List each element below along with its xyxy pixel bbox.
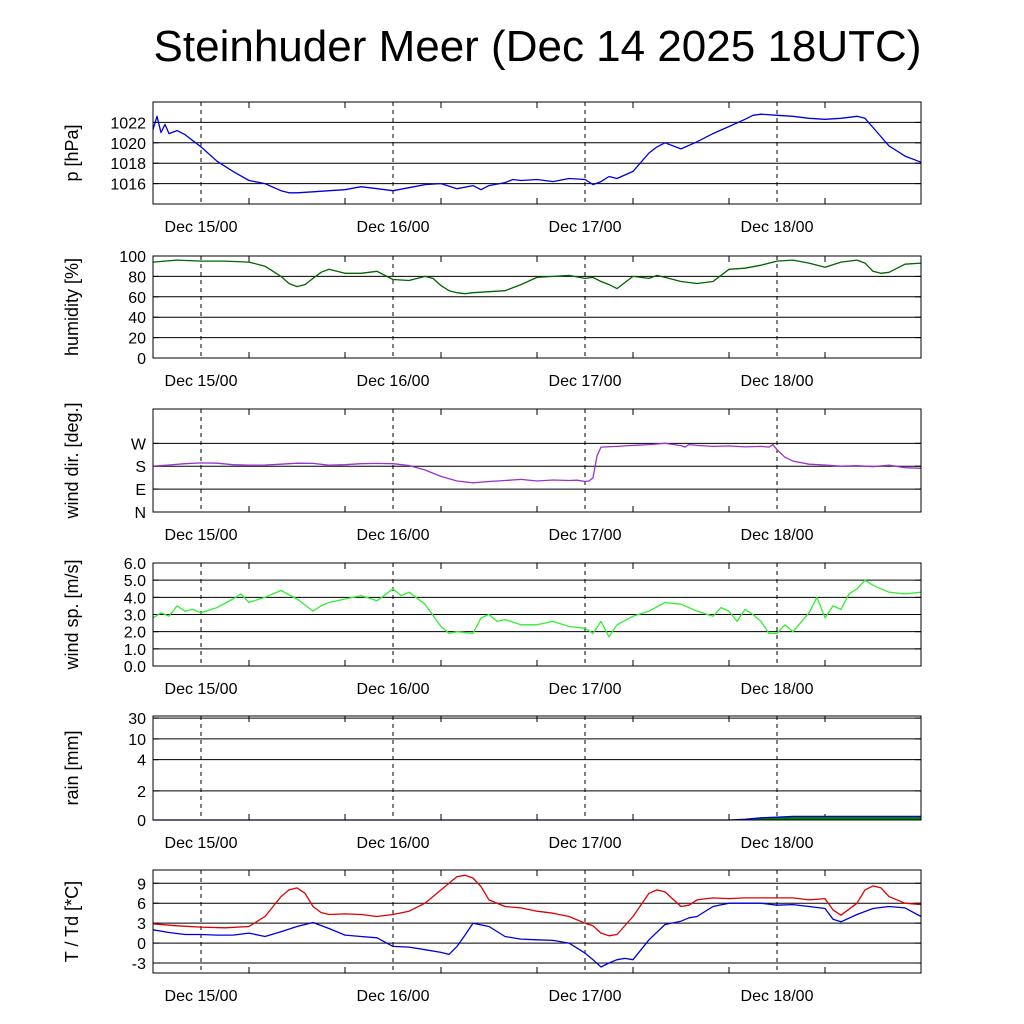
series-line-pressure (152, 113, 922, 194)
y-axis-title: T / Td [*C] (62, 881, 82, 962)
y-tick-label: N (134, 505, 146, 522)
x-date-label: Dec 18/00 (741, 373, 814, 390)
panel-1: 0 20 40 60 80 100 humidity [%] Dec 15/00 Dec 16/… (62, 249, 922, 390)
y-tick-label: 1.0 (124, 642, 146, 659)
y-tick-label: 1020 (110, 136, 146, 153)
y-tick-label: 2.0 (124, 625, 146, 642)
y-tick-label: 4 (137, 753, 146, 770)
panel-0: 1016 1018 1020 1022 p [hPa] Dec 15/00 Dec 16/0… (62, 101, 922, 236)
plot-frame (152, 255, 922, 359)
y-tick-label: 60 (128, 290, 146, 307)
series-line-humidity (152, 259, 922, 295)
x-date-label: Dec 18/00 (741, 835, 814, 852)
y-tick-label: 1022 (110, 115, 146, 132)
x-date-label: Dec 18/00 (741, 219, 814, 236)
y-axis-title: rain [mm] (62, 730, 82, 805)
y-tick-label: 80 (128, 269, 146, 286)
x-date-label: Dec 18/00 (741, 681, 814, 698)
plot-frame (152, 562, 922, 667)
panel-5: -3 0 3 6 9 T / Td [*C] Dec 15/00 Dec 16/00 Dec 1… (62, 869, 922, 1005)
series-line-Td (152, 902, 922, 968)
y-tick-label: 0 (137, 813, 146, 830)
x-date-label: Dec 16/00 (357, 373, 430, 390)
y-tick-label: W (131, 436, 147, 453)
y-tick-label: E (135, 482, 146, 499)
x-date-label: Dec 16/00 (357, 527, 430, 544)
y-axis-title: wind sp. [m/s] (62, 559, 82, 670)
x-date-label: Dec 17/00 (549, 681, 622, 698)
series-line-T (152, 874, 922, 937)
x-date-label: Dec 15/00 (165, 219, 238, 236)
x-date-label: Dec 18/00 (741, 988, 814, 1005)
y-tick-label: 4.0 (124, 590, 146, 607)
y-tick-label: 100 (119, 249, 146, 266)
y-tick-label: 3.0 (124, 608, 146, 625)
y-tick-label: 0.0 (124, 659, 146, 676)
y-axis-title: wind dir. [deg.] (62, 402, 82, 519)
series-line-wind-direction (152, 442, 922, 484)
x-date-label: Dec 17/00 (549, 988, 622, 1005)
x-date-label: Dec 15/00 (165, 373, 238, 390)
panel-4: 0 2 4 10 30 rain [mm] Dec 15/00 Dec 16/00 Dec 17… (62, 711, 922, 852)
y-tick-label: 6 (137, 896, 146, 913)
y-tick-label: -3 (132, 956, 146, 973)
y-tick-label: 2 (137, 784, 146, 801)
x-date-label: Dec 15/00 (165, 527, 238, 544)
plot-frame (152, 101, 922, 205)
y-tick-label: 40 (128, 310, 146, 327)
y-tick-label: 10 (128, 732, 146, 749)
chart-title: Steinhuder Meer (Dec 14 2025 18UTC) (153, 22, 922, 71)
x-date-label: Dec 17/00 (549, 527, 622, 544)
y-tick-label: 1016 (110, 177, 146, 194)
y-tick-label: 1018 (110, 156, 146, 173)
y-tick-label: 0 (137, 936, 146, 953)
y-tick-label: 20 (128, 331, 146, 348)
y-tick-label: 5.0 (124, 573, 146, 590)
plot-frame (152, 715, 922, 821)
x-date-label: Dec 16/00 (357, 681, 430, 698)
x-date-label: Dec 15/00 (165, 988, 238, 1005)
x-date-label: Dec 18/00 (741, 527, 814, 544)
x-date-label: Dec 16/00 (357, 219, 430, 236)
panel-3: 0.01.02.03.04.05.06.0 wind sp. [m/s] Dec 1… (62, 556, 922, 698)
y-axis-title: humidity [%] (62, 258, 82, 356)
x-date-label: Dec 17/00 (549, 835, 622, 852)
x-date-label: Dec 15/00 (165, 835, 238, 852)
y-tick-label: 0 (137, 351, 146, 368)
series-line-wind-speed (152, 579, 922, 638)
y-tick-label: 6.0 (124, 556, 146, 573)
y-axis-title: p [hPa] (62, 124, 82, 181)
x-date-label: Dec 15/00 (165, 681, 238, 698)
y-tick-label: 9 (137, 876, 146, 893)
x-date-label: Dec 16/00 (357, 835, 430, 852)
x-date-label: Dec 16/00 (357, 988, 430, 1005)
y-tick-label: S (135, 459, 146, 476)
plot-frame (152, 869, 922, 974)
x-date-label: Dec 17/00 (549, 219, 622, 236)
x-date-label: Dec 17/00 (549, 373, 622, 390)
y-tick-label: 30 (128, 711, 146, 728)
y-tick-label: 3 (137, 916, 146, 933)
plot-frame (152, 408, 922, 513)
